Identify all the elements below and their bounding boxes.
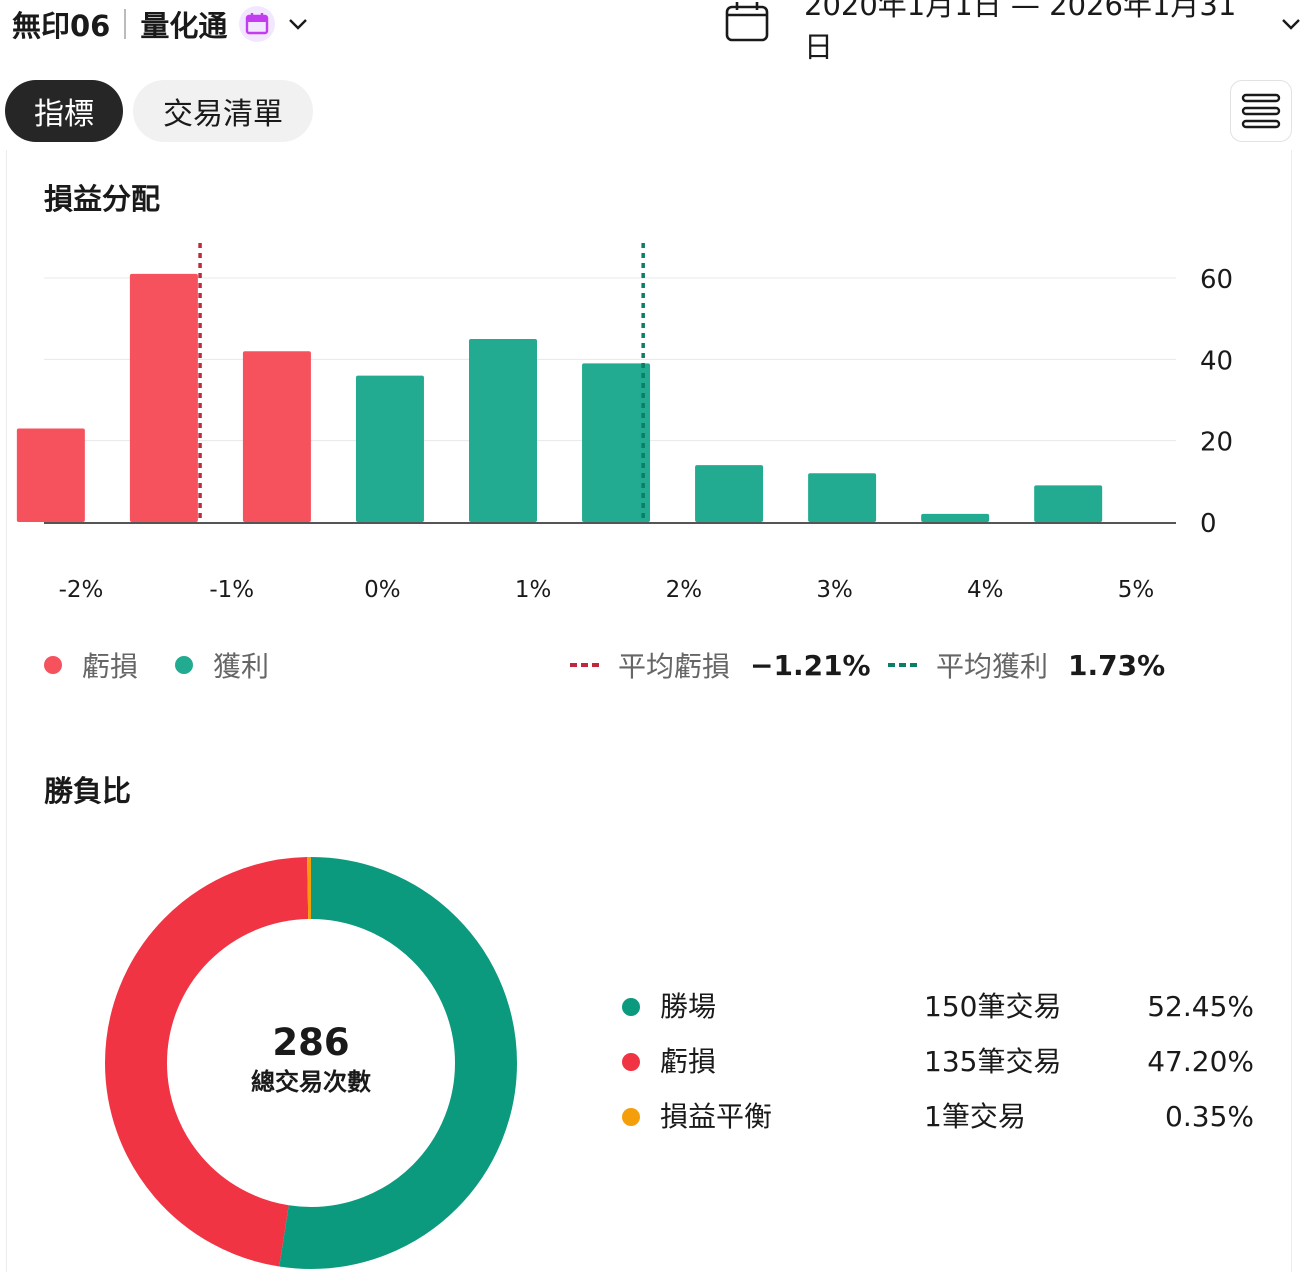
strategy-selector[interactable]: 無印06 量化通	[12, 4, 309, 44]
breakeven-count: 1筆交易	[924, 1100, 1026, 1133]
date-chevron-down-icon	[1280, 17, 1302, 31]
avg-loss-dash-icon	[570, 663, 600, 667]
donut-center: 286 總交易次數	[160, 1020, 462, 1098]
breakeven-row: 損益平衡 1筆交易 0.35%	[620, 1097, 1260, 1137]
metrics-card	[6, 150, 1292, 1272]
win-dot-icon	[622, 998, 640, 1016]
loss-count: 135筆交易	[924, 1045, 1062, 1078]
total-trades-value: 286	[272, 1021, 350, 1064]
chevron-down-icon[interactable]	[287, 17, 309, 31]
x-tick-label: 3%	[816, 577, 853, 603]
avg-profit-label: 平均獲利	[936, 650, 1049, 683]
x-tick-label: 4%	[967, 577, 1004, 603]
header: 無印06 量化通 2020年1月1日 — 2026年1月31日	[0, 0, 1302, 64]
profit-bar	[355, 375, 424, 522]
loss-bar	[16, 428, 85, 522]
legend-loss: 虧損	[44, 642, 138, 688]
y-tick-label: 40	[1200, 346, 1233, 376]
y-tick-label: 60	[1200, 265, 1233, 295]
x-tick-label: -1%	[209, 577, 254, 603]
y-tick-label: 0	[1200, 509, 1217, 539]
legend-profit: 獲利	[175, 642, 269, 688]
date-range-picker[interactable]: 2020年1月1日 — 2026年1月31日	[724, 0, 1302, 64]
x-tick-label: 0%	[364, 577, 401, 603]
avg-loss-label: 平均虧損	[618, 650, 731, 683]
hamburger-menu-icon[interactable]	[1230, 80, 1292, 142]
x-tick-label: 1%	[515, 577, 552, 603]
win-loss-title: 勝負比	[44, 774, 132, 808]
tab-metrics[interactable]: 指標	[5, 80, 123, 142]
loss-row: 虧損 135筆交易 47.20%	[620, 1042, 1260, 1082]
x-tick-label: 5%	[1118, 577, 1155, 603]
profit-bar	[582, 363, 651, 522]
breakeven-pct: 0.35%	[1165, 1100, 1254, 1133]
donut-loss-segment	[105, 857, 517, 1269]
y-tick-label: 20	[1200, 428, 1233, 458]
legend-loss-label: 虧損	[82, 650, 139, 683]
loss-row-dot-icon	[622, 1053, 640, 1071]
strategy-name: 無印06	[12, 9, 111, 43]
profit-bar	[1034, 485, 1103, 522]
win-loss-donut-chart	[105, 857, 517, 1269]
calendar-badge-icon	[239, 6, 276, 42]
profit-bar	[808, 473, 877, 522]
total-trades-label: 總交易次數	[251, 1068, 371, 1096]
calendar-icon	[724, 1, 770, 47]
loss-pct: 47.20%	[1147, 1045, 1254, 1078]
loss-dot-icon	[44, 656, 62, 674]
loss-label: 虧損	[660, 1045, 717, 1078]
x-tick-label: 2%	[666, 577, 703, 603]
profit-bar	[921, 513, 990, 522]
win-label: 勝場	[660, 990, 717, 1023]
loss-bar	[242, 351, 311, 522]
win-row: 勝場 150筆交易 52.45%	[620, 987, 1260, 1027]
legend-avg-profit: 平均獲利 1.73%	[888, 642, 1165, 688]
profit-dot-icon	[175, 656, 193, 674]
tab-trade-list[interactable]: 交易清單	[133, 80, 313, 142]
pnl-distribution-title: 損益分配	[44, 182, 161, 216]
legend-profit-label: 獲利	[213, 650, 270, 683]
breakeven-label: 損益平衡	[660, 1100, 773, 1133]
avg-profit-dash-icon	[888, 663, 918, 667]
pnl-legend: 虧損 獲利 平均虧損 −1.21% 平均獲利 1.73%	[0, 642, 1302, 688]
avg-profit-value: 1.73%	[1068, 648, 1166, 682]
loss-bar	[129, 273, 198, 522]
profit-bar	[695, 465, 764, 522]
legend-avg-loss: 平均虧損 −1.21%	[570, 642, 871, 688]
product-name: 量化通	[140, 9, 228, 43]
donut-breakeven-segment	[105, 857, 517, 1269]
win-count: 150筆交易	[924, 990, 1062, 1023]
win-pct: 52.45%	[1147, 990, 1254, 1023]
profit-bar	[469, 339, 537, 522]
date-range-text: 2020年1月1日 — 2026年1月31日	[804, 0, 1237, 64]
header-divider	[124, 9, 127, 39]
avg-loss-value: −1.21%	[750, 648, 871, 682]
x-tick-label: -2%	[59, 577, 104, 603]
pnl-distribution-chart: 60 40 20 0 -2% -1% 0% 1% 2% 3% 4% 5%	[16, 243, 1233, 603]
breakeven-dot-icon	[622, 1108, 640, 1126]
